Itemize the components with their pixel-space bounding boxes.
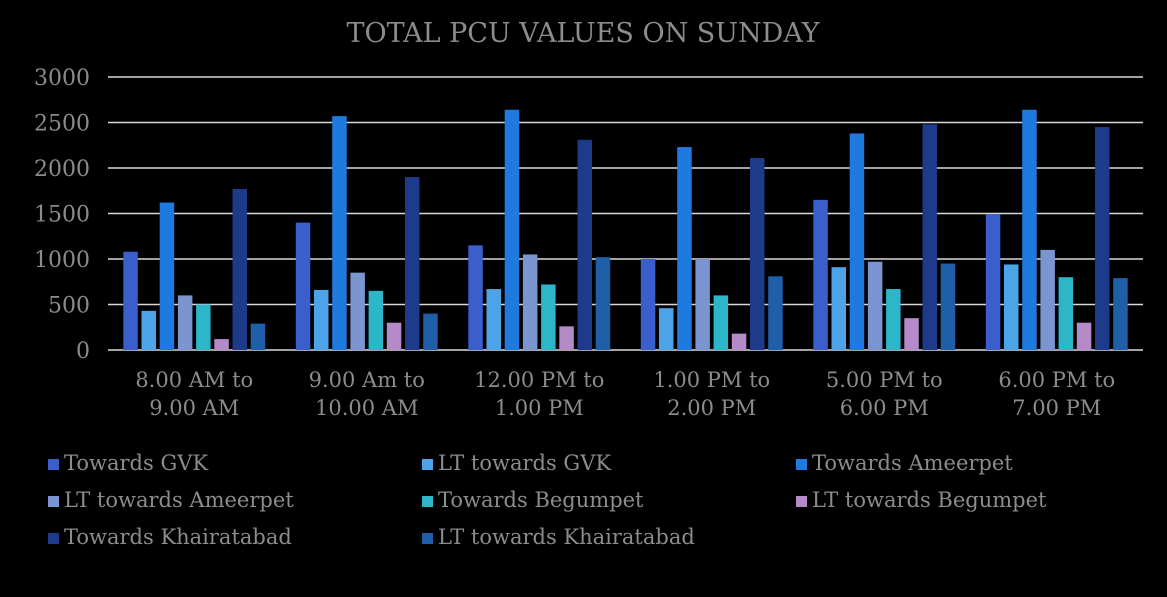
y-tick-label: 0 [76, 339, 90, 364]
bar [314, 289, 329, 350]
bar [159, 202, 175, 350]
gridlines [108, 76, 1143, 351]
x-tick-label: 10.00 AM [315, 396, 418, 420]
legend-item: LT towards GVK [422, 451, 611, 475]
legend-label: LT towards GVK [438, 451, 611, 475]
bar [577, 139, 592, 350]
legend: Towards GVK LT towards GVK Towards Ameerpe… [48, 451, 1047, 549]
x-tick-label: 12.00 PM to [474, 368, 604, 392]
y-tick-label: 2000 [34, 157, 90, 182]
x-tick-label: 6.00 PM [840, 396, 929, 420]
bar [486, 289, 501, 350]
bar [904, 318, 919, 350]
bar [541, 284, 556, 350]
x-tick-label: 8.00 AM to [135, 368, 253, 392]
bar [350, 272, 365, 350]
bar [232, 188, 247, 350]
bar [423, 313, 438, 350]
x-tick-label: 9.00 Am to [309, 368, 425, 392]
bar [1022, 109, 1037, 350]
y-tick-label: 500 [48, 294, 90, 319]
bar [368, 290, 384, 350]
bar [332, 116, 347, 350]
bar [831, 267, 846, 350]
bar [640, 259, 656, 350]
legend-swatch [48, 496, 59, 507]
legend-item: LT towards Khairatabad [422, 525, 695, 549]
legend-swatch [422, 533, 433, 544]
y-tick-label: 3000 [34, 66, 90, 91]
bar [713, 295, 729, 350]
legend-item: Towards Begumpet [422, 488, 644, 512]
bar [468, 245, 483, 350]
bar [595, 257, 611, 350]
bar [867, 261, 883, 350]
legend-label: LT towards Khairatabad [438, 525, 695, 549]
legend-item: Towards Khairatabad [48, 525, 292, 549]
bar [1058, 277, 1074, 350]
bar [813, 199, 828, 350]
bar [768, 276, 783, 350]
bar [141, 310, 156, 350]
legend-swatch [422, 496, 433, 507]
y-tick-label: 2500 [34, 112, 90, 137]
legend-item: Towards Ameerpet [796, 451, 1013, 475]
bar [849, 133, 865, 350]
bar [522, 254, 538, 350]
x-tick-label: 1.00 PM to [653, 368, 770, 392]
bar [922, 124, 937, 350]
legend-label: Towards Ameerpet [812, 451, 1013, 475]
y-tick-label: 1500 [34, 203, 90, 228]
legend-item: LT towards Begumpet [796, 488, 1047, 512]
bar [1113, 278, 1128, 350]
x-tick-label: 6.00 PM to [998, 368, 1115, 392]
x-tick-label: 5.00 PM to [826, 368, 943, 392]
x-tick-label: 7.00 PM [1012, 396, 1101, 420]
legend-item: LT towards Ameerpet [48, 488, 294, 512]
bar [940, 263, 956, 350]
legend-swatch [422, 459, 433, 470]
legend-label: Towards Khairatabad [64, 525, 292, 549]
legend-swatch [48, 459, 59, 470]
bar [1076, 322, 1092, 350]
x-tick-label: 9.00 AM [149, 396, 239, 420]
legend-swatch [48, 533, 59, 544]
y-tick-label: 1000 [34, 248, 90, 273]
bar [731, 333, 747, 350]
bar [250, 323, 266, 350]
legend-label: LT towards Begumpet [812, 488, 1047, 512]
bar [504, 109, 520, 350]
bar [1040, 249, 1055, 350]
chart-title: TOTAL PCU VALUES ON SUNDAY [346, 18, 820, 49]
bar [659, 308, 674, 350]
bar [386, 322, 402, 350]
bar [1004, 264, 1019, 350]
bar [123, 251, 138, 350]
bars [123, 109, 1128, 350]
bar [405, 177, 420, 350]
bar [750, 157, 765, 350]
x-tick-label: 1.00 PM [495, 396, 584, 420]
bar [295, 222, 311, 350]
legend-label: LT towards Ameerpet [64, 488, 294, 512]
y-axis-ticks: 0 500 1000 1500 2000 2500 3000 [34, 66, 90, 364]
bar [196, 304, 211, 350]
bar [886, 289, 901, 350]
legend-swatch [796, 496, 807, 507]
bar [1095, 127, 1110, 350]
legend-label: Towards GVK [64, 451, 208, 475]
x-axis-ticks: 8.00 AM to 9.00 AM 9.00 Am to 10.00 AM 12.00… [135, 368, 1115, 420]
bar [985, 214, 1001, 350]
legend-swatch [796, 459, 807, 470]
bar [559, 326, 574, 350]
bar [695, 259, 710, 350]
bar [177, 295, 193, 350]
legend-item: Towards GVK [48, 451, 208, 475]
x-tick-label: 2.00 PM [667, 396, 756, 420]
bar [214, 339, 229, 350]
bar [677, 147, 692, 350]
legend-label: Towards Begumpet [438, 488, 644, 512]
